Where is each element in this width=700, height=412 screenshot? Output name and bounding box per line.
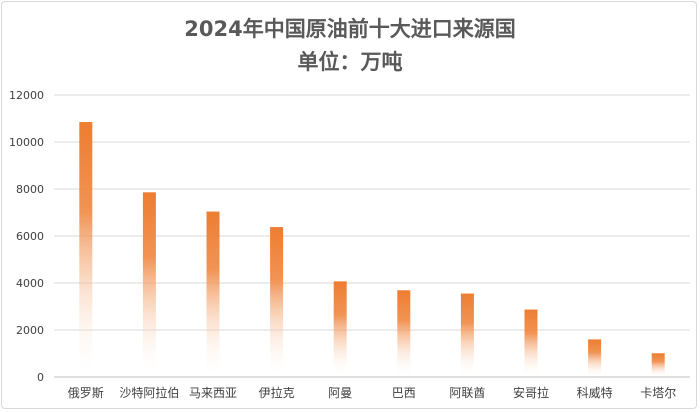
x-category-label: 卡塔尔 [640, 385, 676, 400]
y-tick-label: 4000 [16, 277, 44, 290]
x-category-label: 科威特 [577, 385, 613, 400]
x-category-label: 巴西 [392, 386, 416, 400]
bar [206, 211, 220, 377]
y-tick-label: 10000 [9, 136, 44, 149]
bar [651, 353, 665, 377]
chart-subtitle: 单位：万吨 [298, 50, 403, 74]
x-axis-labels: 俄罗斯 沙特阿拉伯 马来西亚 伊拉克 阿曼 巴西 阿联酋 安哥拉 科威特 卡塔尔 [68, 385, 676, 400]
bar [460, 293, 474, 377]
gridlines [54, 94, 690, 378]
y-tick-label: 8000 [16, 183, 44, 196]
x-category-label: 马来西亚 [189, 386, 237, 400]
bar [142, 192, 156, 377]
bar [397, 290, 411, 377]
bars [79, 122, 665, 378]
x-category-label: 阿曼 [328, 386, 352, 400]
y-axis-ticks: 0 2000 4000 6000 8000 10000 12000 [9, 89, 44, 384]
x-category-label: 安哥拉 [513, 385, 549, 400]
x-category-label: 伊拉克 [259, 385, 295, 400]
bar [79, 122, 93, 378]
x-category-label: 沙特阿拉伯 [119, 385, 179, 400]
bar [524, 309, 538, 377]
chart-title: 2024年中国原油前十大进口来源国 [184, 17, 515, 41]
x-category-label: 俄罗斯 [68, 386, 104, 400]
bar [333, 281, 347, 377]
y-tick-label: 12000 [9, 89, 44, 102]
bar [588, 339, 602, 377]
bar [270, 227, 284, 377]
y-tick-label: 0 [37, 371, 44, 384]
y-tick-label: 6000 [16, 230, 44, 243]
x-category-label: 阿联酋 [449, 385, 485, 400]
y-tick-label: 2000 [16, 324, 44, 337]
